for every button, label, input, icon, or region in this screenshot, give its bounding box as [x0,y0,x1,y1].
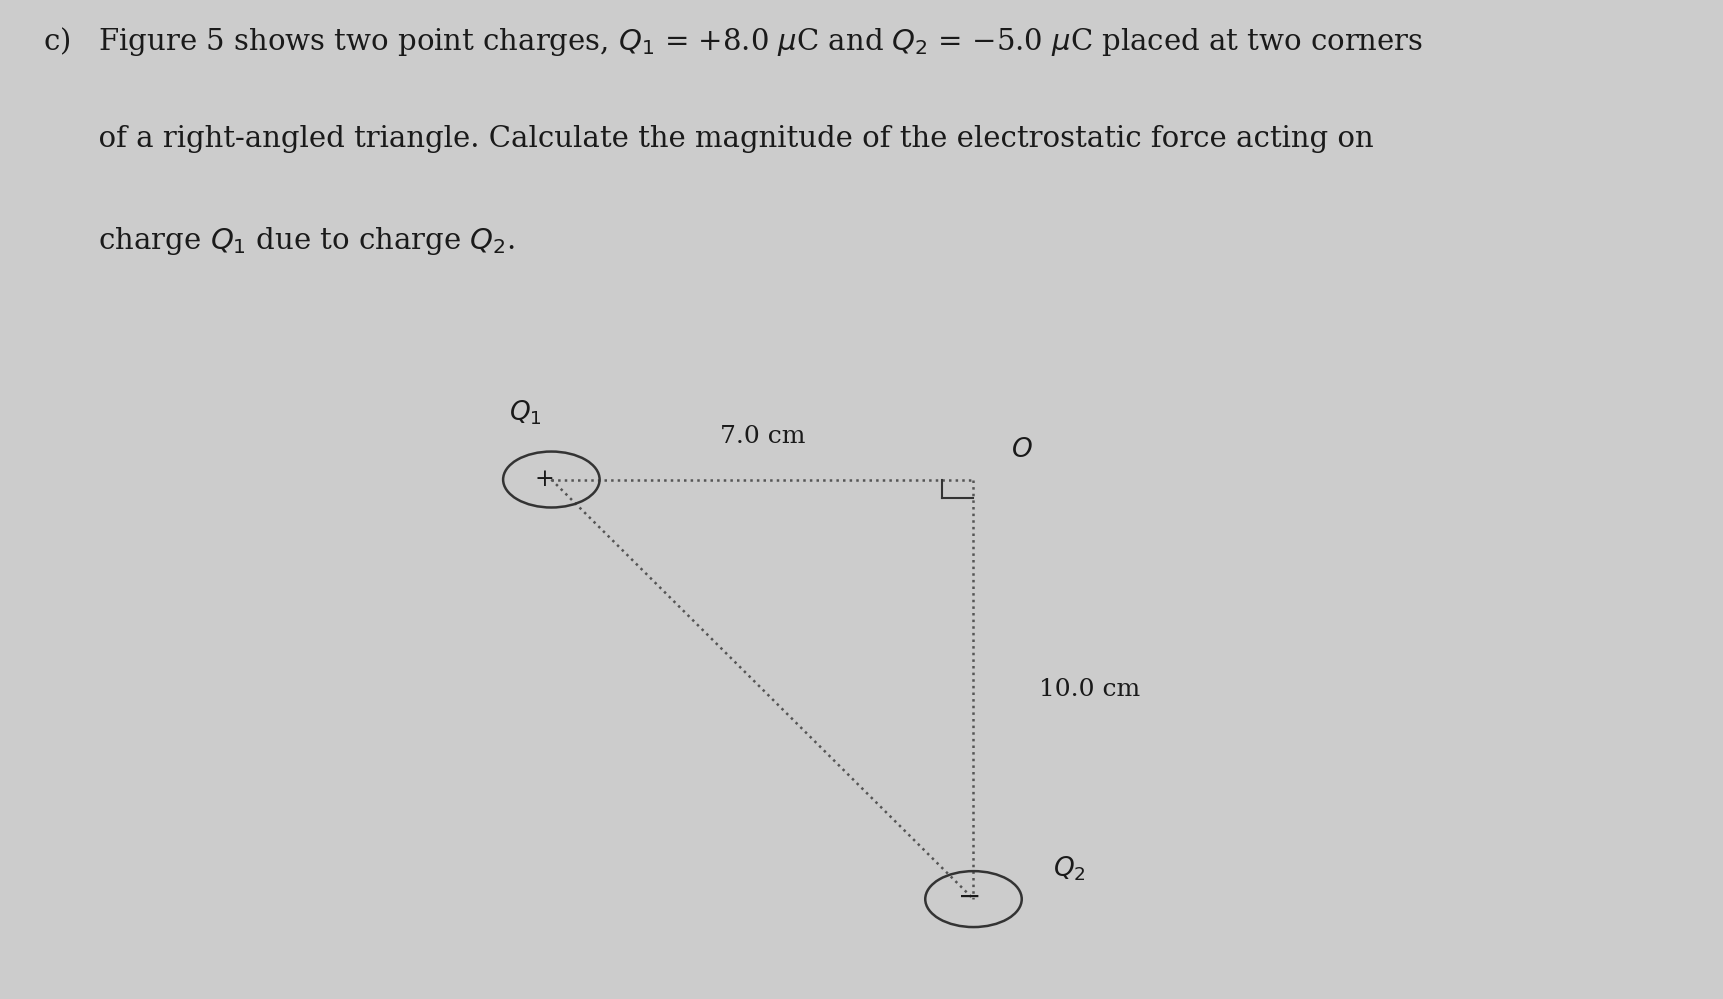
Text: 10.0 cm: 10.0 cm [1039,677,1141,701]
Text: −: − [958,883,982,911]
Text: of a right-angled triangle. Calculate the magnitude of the electrostatic force a: of a right-angled triangle. Calculate th… [43,125,1373,153]
Text: c)   Figure 5 shows two point charges, $Q_1$ = +8.0 $\mu$C and $Q_2$ = −5.0 $\mu: c) Figure 5 shows two point charges, $Q_… [43,25,1423,58]
Text: $Q_2$: $Q_2$ [1053,855,1085,883]
Text: 7.0 cm: 7.0 cm [720,425,805,448]
Text: $O$: $O$ [1011,437,1034,462]
Text: +: + [534,468,555,492]
Text: charge $Q_1$ due to charge $Q_2$.: charge $Q_1$ due to charge $Q_2$. [43,225,515,257]
Text: $Q_1$: $Q_1$ [508,398,543,427]
